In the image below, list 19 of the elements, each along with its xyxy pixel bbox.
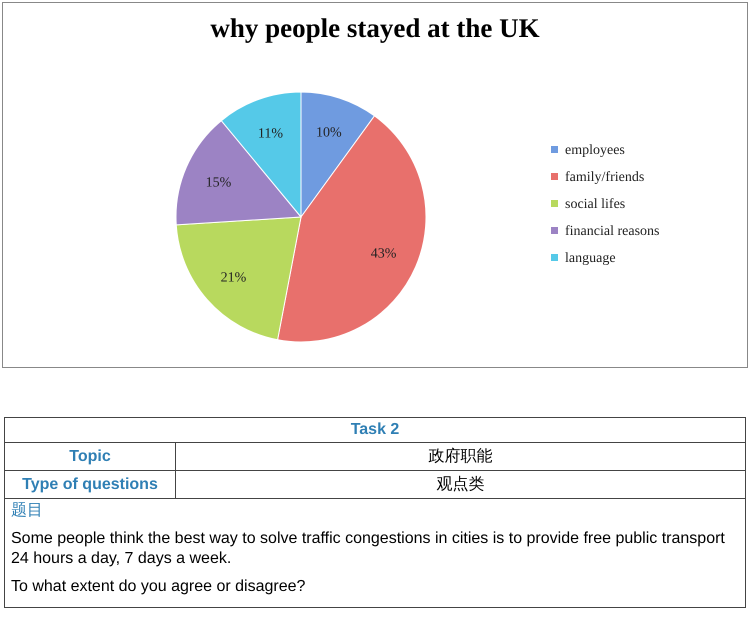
legend-label: language [565, 251, 616, 266]
text: 观点类 [176, 470, 746, 498]
text: Topic [4, 442, 176, 470]
chart-title: why people stayed at the UK [210, 13, 540, 43]
text: 题目 [11, 501, 44, 521]
text: 政府职能 [176, 442, 746, 470]
legend-label: social lifes [565, 197, 626, 212]
data-label: 43% [370, 246, 397, 262]
text: Type of questions [4, 470, 176, 498]
data-label: 10% [316, 125, 342, 140]
legend-label: financial reasons [565, 224, 660, 239]
text: Task 2 [4, 418, 746, 442]
data-label: 11% [258, 126, 284, 142]
text: Some people think the best way to solve traffic congestions in cities is to provide free public transport 24 hours a day, 7 days a week. [11, 529, 726, 569]
legend-label: employees [565, 143, 625, 158]
legend-label: family/friends [565, 170, 644, 185]
text: To what extent do you agree or disagree? [11, 577, 306, 597]
data-label: 15% [206, 175, 232, 190]
data-label: 21% [220, 270, 247, 286]
